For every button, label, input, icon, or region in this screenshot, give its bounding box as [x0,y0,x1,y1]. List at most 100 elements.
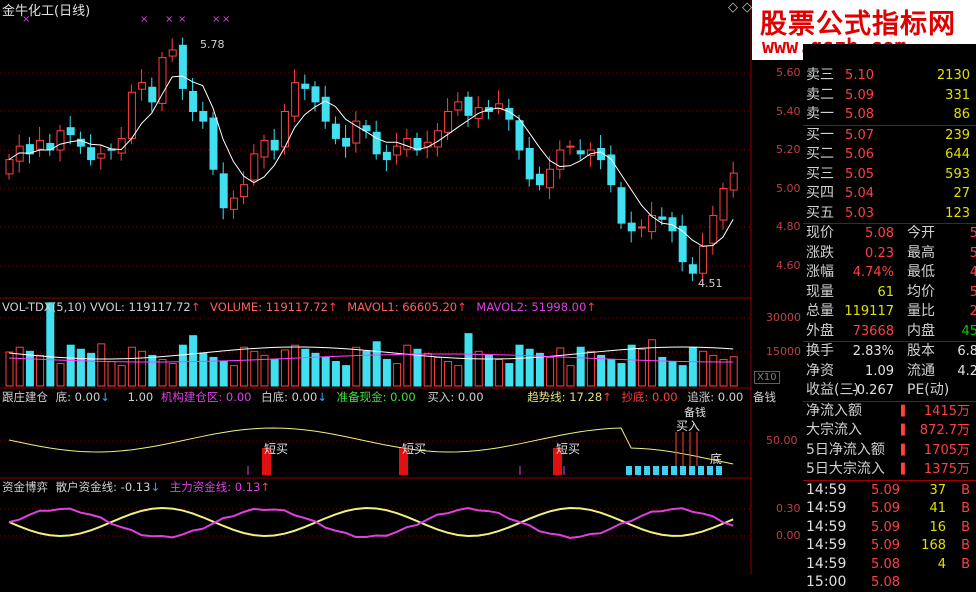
tick-price: 5.09 [871,538,900,553]
trend-line [8,427,734,465]
sell-label: 卖三 [806,67,834,83]
kline-chart[interactable]: × × × × × × [0,0,752,574]
mavol2-line [8,353,734,363]
vol-tick: 30000 [766,311,801,324]
ind2-retail: 散户资金线: -0.13 [55,480,151,494]
tick-time: 14:59 [806,500,847,516]
watermark-text: 股票公式指标网 [760,9,956,40]
candle-body [525,147,534,180]
volume-bar [495,358,504,387]
sell-price: 5.09 [845,87,874,103]
stat-value: 5 [969,226,976,241]
ind1-val: 1.00 [127,390,154,404]
candle-body [66,127,75,136]
tick-time: 14:59 [806,555,847,572]
volume-bar [342,365,351,387]
tick-volume: 4 [937,556,946,572]
top-marker-icon: × [178,14,186,25]
volume-bar [5,351,14,387]
reserve-bar [626,466,632,475]
volume-bar [189,335,198,387]
volume-bar [158,358,167,387]
volume-bar [505,363,514,387]
candle-body [535,173,544,186]
stat-row: 换手 2.83% 股本 6.8 [803,342,976,361]
volume-bar [474,350,483,387]
stat-label: 换手 [806,343,834,359]
short-buy-bar [262,448,271,475]
candle-body [403,137,412,150]
volume-bar [260,354,269,387]
tick-side: B [961,519,970,535]
stat-label: 均价 [907,283,935,300]
volume-bar [668,361,677,387]
buy-volume: 593 [945,166,970,182]
stat-value: 0.23 [865,245,894,261]
ind1-qushi: 趋势线: 17.28 [527,390,603,404]
candle-body [270,139,279,151]
short-buy-bar [399,448,408,475]
volume-bar [321,356,330,387]
stat-row: 净资 1.09 流通 4.2 [803,362,976,381]
candle-body [97,153,106,159]
window-controls-icon[interactable]: ◇ ◇ [728,0,753,15]
sell-row: 卖二 5.09 331 [803,86,976,105]
candle-body [372,131,381,155]
candle-body [138,82,147,90]
stat-row: 现价 5.08 今开 5 [803,224,976,243]
candle-body [454,101,463,111]
tick-row: 14:59 5.09 16 B [803,518,976,537]
volume-bar [607,358,616,387]
main-fund-line [8,507,734,539]
candle-body [546,168,555,189]
flow-row: 5日净流入额 ▌ 1705万 [803,441,976,460]
volume-bar [546,356,555,387]
stat-label: 外盘 [806,322,834,339]
tick-row: 14:59 5.09 41 B [803,499,976,518]
volume-bar [219,361,228,387]
tick-price: 5.09 [871,519,900,535]
price-ma-line [8,75,734,247]
ind2-tick: 0.00 [776,529,801,542]
tick-side: B [961,556,970,572]
volume-bar [291,344,300,387]
candle-body [229,197,238,210]
volume-bar [199,352,208,387]
volume-bar [240,346,249,387]
stat-label: 现量 [806,283,834,300]
volume-bar [586,350,595,387]
top-marker-icon: × [140,14,148,25]
volume-bar [56,363,65,387]
candle-body [76,138,85,147]
volume-bar [25,350,34,387]
volume-bar [46,302,55,387]
reserve-bar [653,466,659,475]
buy-label: 买一 [806,126,834,143]
stat-row: 收益(三) -0.267 PE(动) [803,381,976,400]
candle-body [709,214,718,244]
stat-value: -0.267 [852,383,894,398]
buy-row: 买三 5.05 593 [803,165,976,184]
buy-label: 买三 [806,165,834,182]
volume-bar [168,363,177,387]
flow-label: 5日大宗流入 [806,461,885,477]
flow-label: 净流入额 [806,402,862,419]
price-tick: 4.60 [776,259,801,272]
sell-price: 5.08 [845,107,874,122]
tick-side: B [961,482,970,498]
volume-bar [627,344,636,387]
candle-body [688,264,697,274]
volume-bar [484,354,493,387]
buy-label: 买二 [806,146,834,162]
bottom-label: 底 [710,452,723,466]
volume-bar [15,346,24,387]
stat-row: 外盘 73668 内盘 45 [803,322,976,341]
buy-price: 5.06 [845,147,874,162]
candle-body [699,245,708,274]
candle-body [627,222,636,232]
volume-bar [433,356,442,387]
volume-bar [454,365,463,387]
candle-body [637,226,646,229]
flow-row: 净流入额 ▌ 1415万 [803,402,976,421]
mavol2-value: MAVOL2: 51998.00 [476,300,587,314]
